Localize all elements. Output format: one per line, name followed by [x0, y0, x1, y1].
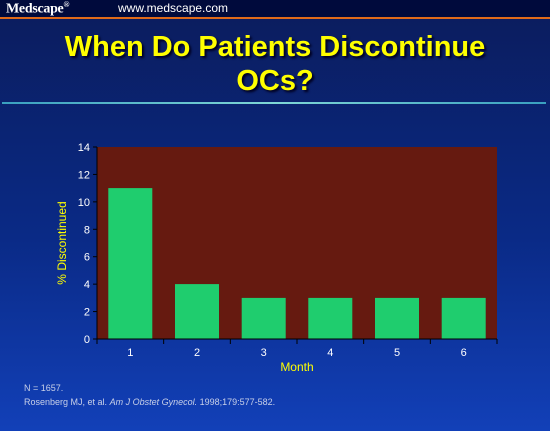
bar-month-1 — [108, 188, 153, 339]
slide-title: When Do Patients Discontinue OCs? — [0, 30, 550, 98]
brand-name: Medscape — [6, 1, 64, 17]
bar-month-2 — [175, 284, 219, 339]
y-axis-label: % Discontinued — [55, 201, 69, 284]
x-tick-label-4: 4 — [327, 347, 333, 359]
y-tick-label-0: 0 — [84, 334, 90, 346]
slide-title-line-2: OCs? — [236, 65, 314, 97]
y-tick-label-12: 12 — [78, 169, 90, 181]
bar-month-6 — [441, 297, 486, 339]
reference-citation: 1998;179:577-582. — [199, 397, 276, 407]
x-tick-label-2: 2 — [194, 347, 200, 359]
bar-month-4 — [308, 297, 353, 339]
bar-month-3 — [241, 297, 286, 339]
plot-area — [97, 147, 497, 339]
medscape-logo[interactable]: Medscape® — [6, 0, 69, 18]
footnote-reference: Rosenberg MJ, et al. Am J Obstet Gynecol… — [24, 397, 275, 407]
x-tick-label-6: 6 — [461, 347, 467, 359]
y-tick-label-6: 6 — [84, 252, 90, 264]
y-tick-label-8: 8 — [84, 224, 90, 236]
reference-authors: Rosenberg MJ, et al. — [24, 397, 108, 407]
x-tick-label-5: 5 — [394, 347, 400, 359]
y-tick-label-2: 2 — [84, 307, 90, 319]
y-tick-label-14: 14 — [78, 142, 90, 154]
y-tick-label-4: 4 — [84, 279, 90, 291]
x-tick-label-1: 1 — [127, 347, 133, 359]
site-url-link[interactable]: www.medscape.com — [118, 1, 229, 15]
brand-registered-mark: ® — [63, 0, 70, 9]
top-banner: Medscape® www.medscape.com — [0, 0, 550, 19]
y-tick-label-10: 10 — [78, 197, 90, 209]
footnote-n: N = 1657. — [24, 383, 64, 393]
x-tick-label-3: 3 — [261, 347, 267, 359]
reference-journal: Am J Obstet Gynecol. — [109, 397, 198, 407]
slide-title-line-1: When Do Patients Discontinue — [64, 31, 486, 63]
bar-month-5 — [375, 297, 419, 339]
title-divider — [2, 102, 546, 104]
x-axis-label: Month — [280, 360, 313, 374]
